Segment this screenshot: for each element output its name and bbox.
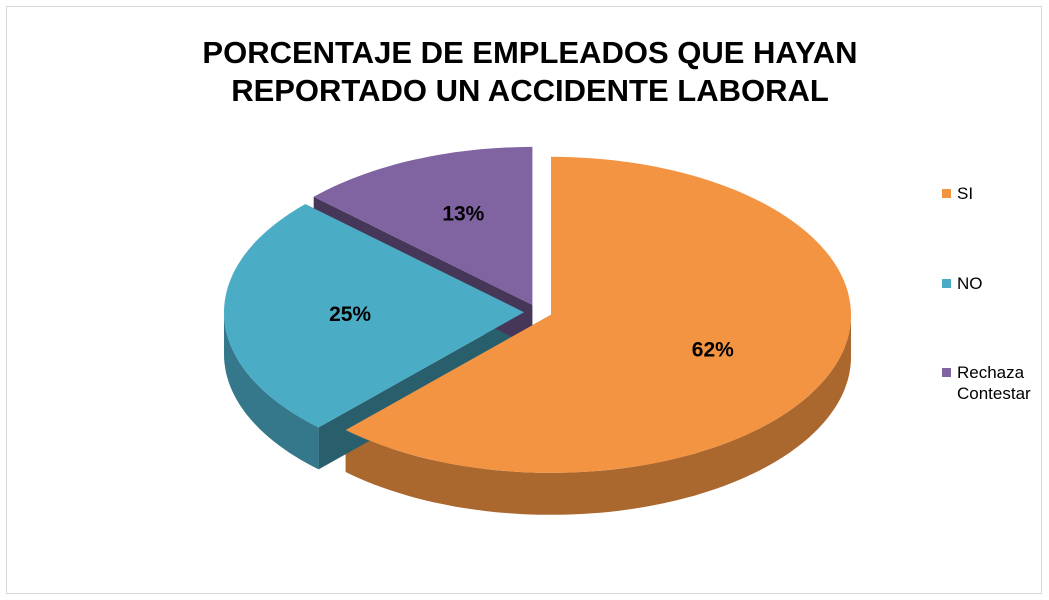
data-label: 13%	[442, 203, 484, 226]
slice-tops	[224, 146, 851, 473]
pie-slice	[313, 146, 533, 305]
pie-slice	[345, 156, 851, 473]
chart-title: PORCENTAJE DE EMPLEADOS QUE HAYAN REPORT…	[202, 35, 858, 108]
data-label: 62%	[692, 338, 734, 361]
legend-swatch	[942, 368, 951, 377]
legend-label: Rechaza Contestar	[957, 363, 1031, 403]
pie-slice	[224, 204, 524, 428]
legend-swatch	[942, 189, 951, 198]
legend-swatch	[942, 279, 951, 288]
slice-side	[224, 312, 319, 470]
slice-side	[345, 314, 851, 515]
chart-frame	[6, 6, 1042, 594]
legend-label: SI	[957, 184, 974, 203]
data-label: 25%	[329, 303, 371, 326]
legend-label: NO	[957, 274, 983, 293]
